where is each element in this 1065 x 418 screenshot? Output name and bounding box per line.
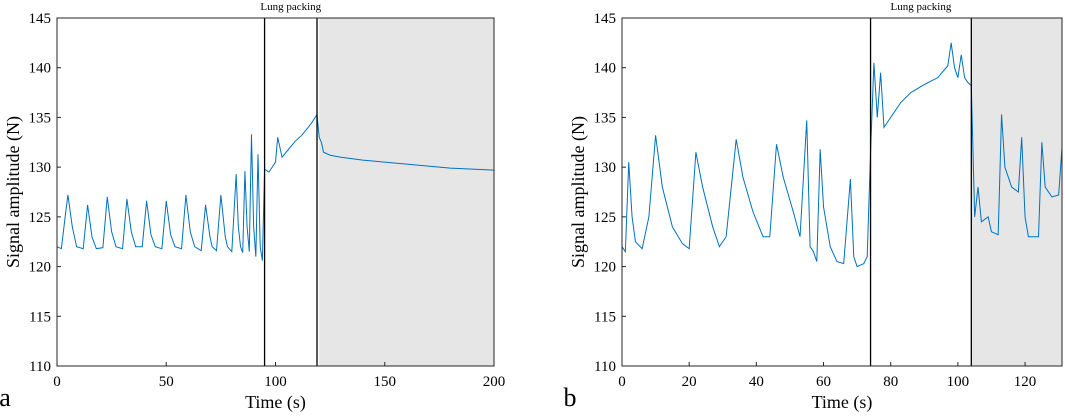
y-tick-label: 130 [594,160,617,176]
y-tick-label: 135 [29,110,52,126]
x-tick-label: 0 [53,374,61,390]
x-tick-label: 200 [483,374,506,390]
x-tick-label: 150 [374,374,397,390]
y-tick-label: 125 [29,210,52,226]
x-tick-label: 60 [816,374,831,390]
y-tick-label: 145 [29,11,52,27]
x-tick-label: 100 [264,374,287,390]
signal-line [56,112,495,261]
x-tick-label: 40 [749,374,764,390]
x-tick-label: 120 [1014,374,1037,390]
y-tick-label: 140 [29,61,52,77]
y-tick-label: 110 [29,359,51,375]
y-tick-label: 115 [29,309,51,325]
y-tick-label: 120 [29,260,52,276]
axes-frame [621,17,1063,367]
x-tick-label: 50 [159,374,174,390]
y-tick-label: 115 [594,309,616,325]
y-axis-label: Signal amplitude (N) [568,116,589,268]
panel: 110 115 120 125 130 135 140 145 0 20 40 60 80 100 120 L… [564,1,1063,413]
y-tick-label: 135 [594,110,617,126]
y-tick-label: 145 [594,11,617,27]
x-tick-label: 0 [618,374,626,390]
panel: 110 115 120 125 130 135 140 145 0 50 100 150 200 Lung… [0,1,505,413]
x-axis-label: Time (s) [812,392,873,413]
panel-label: b [564,383,577,412]
y-tick-label: 120 [594,260,617,276]
y-tick-label: 110 [594,359,616,375]
axes-frame [56,17,495,367]
x-tick-label: 20 [682,374,697,390]
signal-line [621,42,1063,268]
x-tick-label: 80 [883,374,898,390]
shaded-region [319,18,494,366]
y-tick-label: 140 [594,61,617,77]
annotation: Lung packing [891,1,952,13]
annotation: Lung packing [260,1,321,13]
x-axis-label: Time (s) [245,392,306,413]
shaded-region [971,18,1062,366]
y-tick-label: 130 [29,160,52,176]
panel-label: a [0,383,11,412]
x-tick-label: 100 [947,374,970,390]
y-tick-label: 125 [594,210,617,226]
y-axis-label: Signal amplitude (N) [3,116,24,268]
